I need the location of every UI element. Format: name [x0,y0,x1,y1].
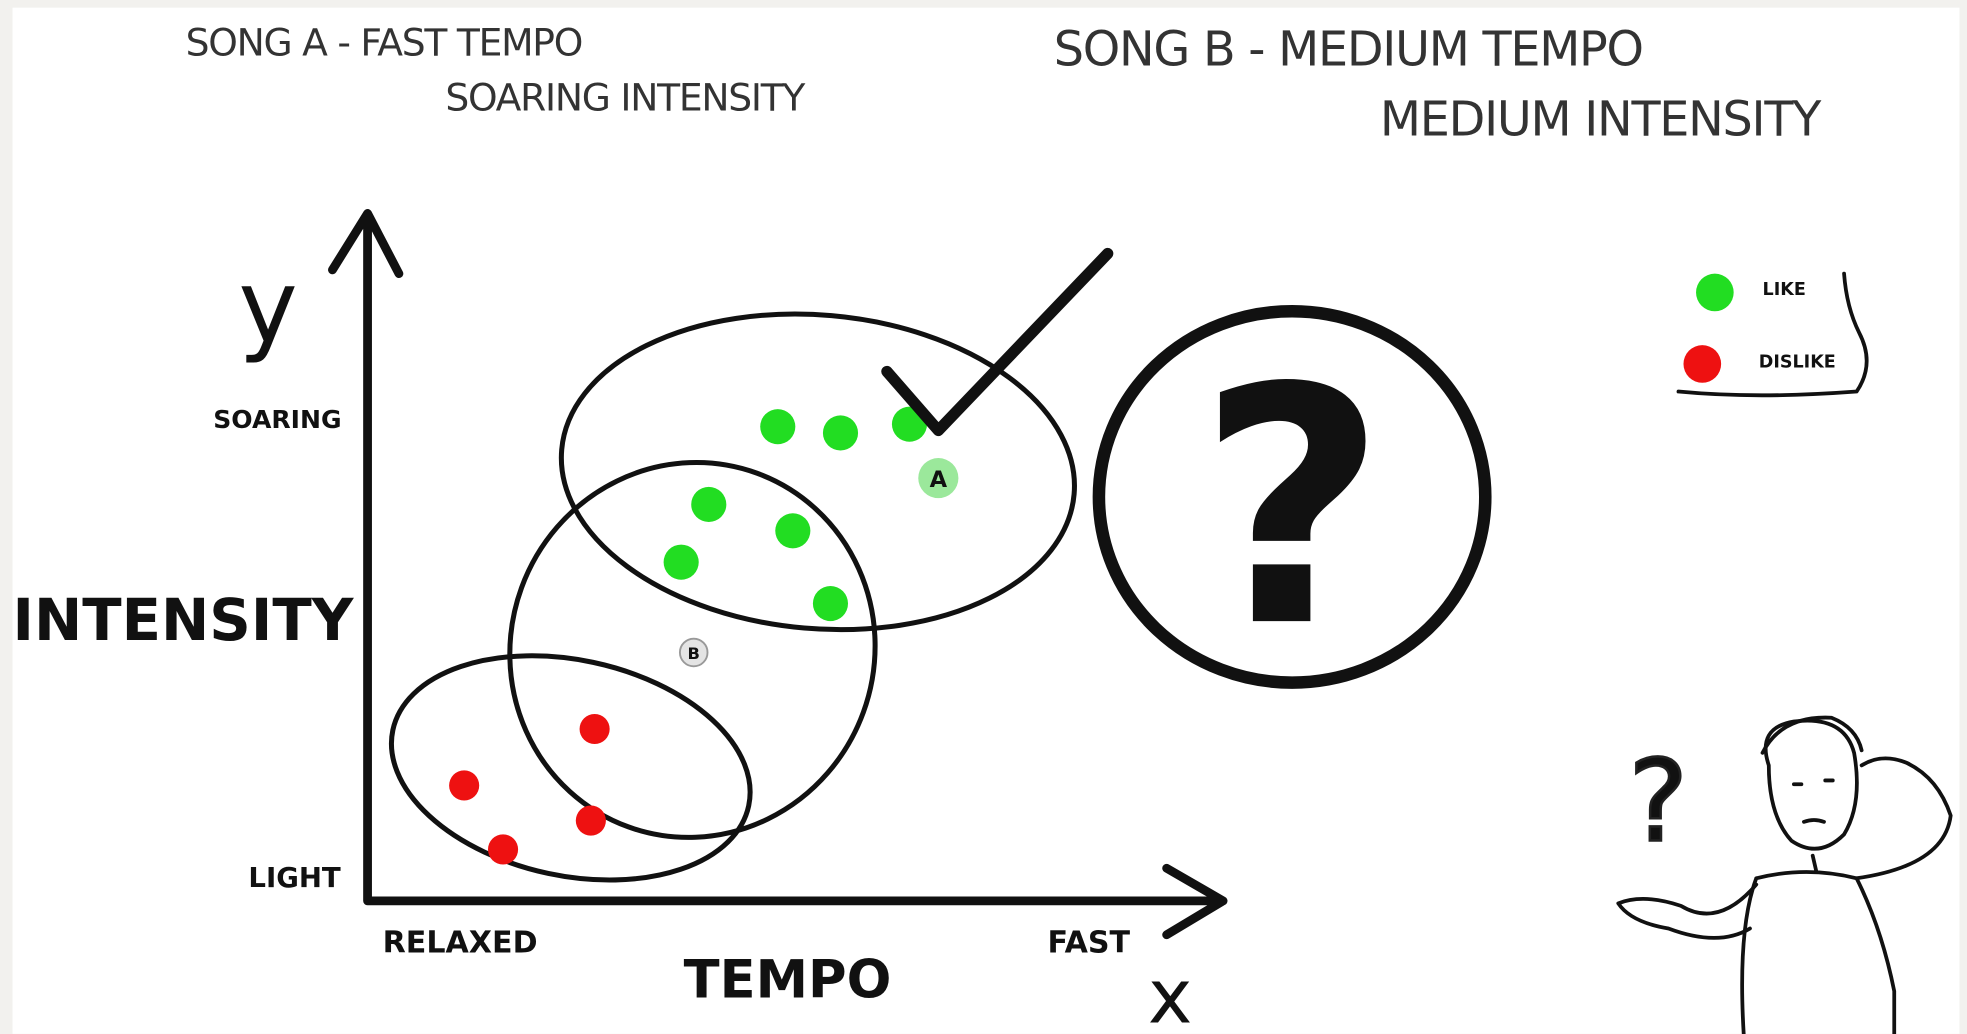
song-b-label: B [688,644,700,663]
song-a-subtitle: SOARING INTENSITY [445,76,806,120]
legend-dislike-label: DISLIKE [1759,353,1836,373]
x-title: TEMPO [684,949,892,1010]
question-mark: ? [1197,318,1386,698]
character-question: ? [1628,736,1688,868]
legend-dislike-swatch [1683,345,1721,383]
legend-like-label: LIKE [1763,280,1806,300]
song-a-label: A [930,467,948,493]
dislike-point [449,770,479,800]
song-b-title: SONG B - MEDIUM TEMPO [1054,22,1643,77]
like-point [760,409,795,444]
y-symbol: y [238,248,297,365]
like-point [823,415,858,450]
legend-like-swatch [1696,274,1734,312]
whiteboard: SONG A - FAST TEMPO SOARING INTENSITY SO… [0,0,1967,1034]
y-high-label: SOARING [213,405,341,434]
y-title: INTENSITY [13,586,355,654]
dislike-point [580,714,610,744]
song-b-subtitle: MEDIUM INTENSITY [1380,93,1822,148]
like-point [691,487,726,522]
like-point [813,586,848,621]
x-high-label: FAST [1047,925,1130,960]
x-symbol: x [1148,953,1193,1034]
y-low-label: LIGHT [248,861,341,894]
dislike-point [488,834,518,864]
like-point [775,513,810,548]
song-a-title: SONG A - FAST TEMPO [186,20,582,64]
dislike-point [576,806,606,836]
like-point [664,545,699,580]
x-low-label: RELAXED [383,925,538,960]
